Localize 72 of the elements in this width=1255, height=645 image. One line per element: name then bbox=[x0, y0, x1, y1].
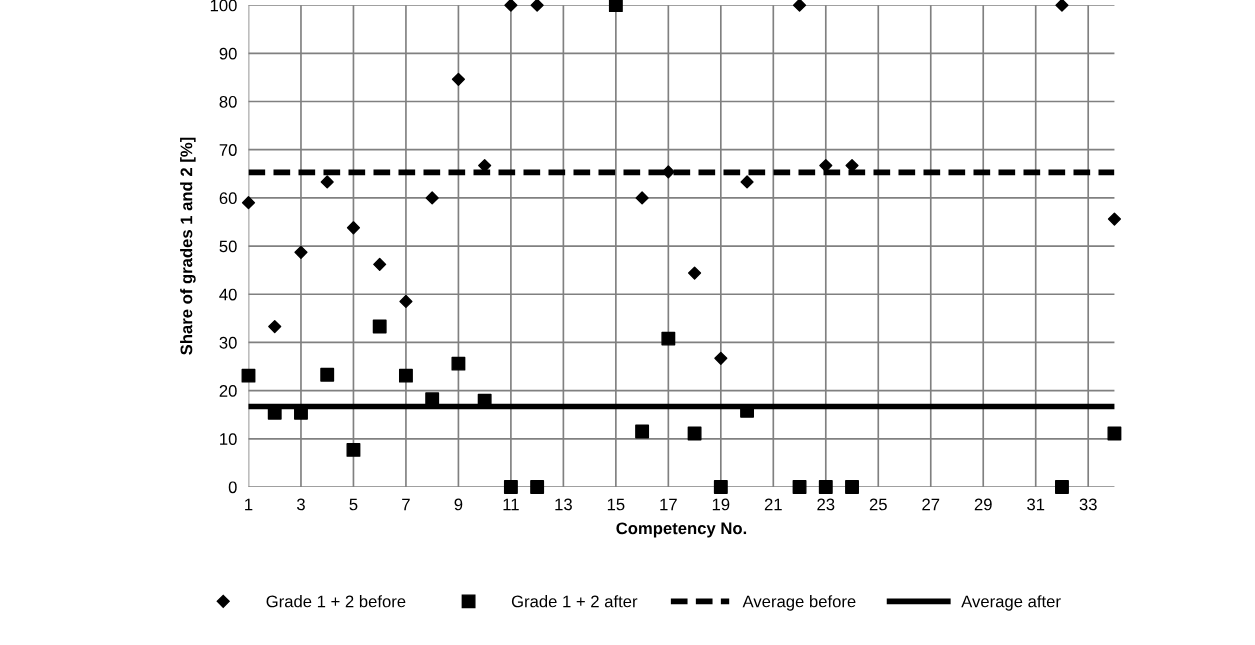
y-tick-label: 20 bbox=[219, 385, 237, 397]
point bbox=[241, 368, 256, 383]
point bbox=[451, 72, 466, 86]
point bbox=[635, 424, 650, 439]
y-tick-label: 10 bbox=[220, 433, 237, 445]
point bbox=[268, 319, 282, 334]
point bbox=[740, 175, 754, 189]
point bbox=[373, 257, 387, 271]
point bbox=[1107, 212, 1122, 226]
x-tick-label: 13 bbox=[555, 498, 572, 511]
y-tick-label: 30 bbox=[219, 336, 237, 349]
point bbox=[714, 351, 728, 365]
point bbox=[635, 191, 649, 205]
point bbox=[346, 221, 361, 235]
point bbox=[687, 426, 702, 441]
point bbox=[661, 165, 675, 179]
point bbox=[530, 480, 545, 494]
point bbox=[792, 0, 807, 12]
x-tick-label: 21 bbox=[764, 498, 782, 511]
x-tick-label: 1 bbox=[245, 498, 253, 511]
point bbox=[320, 367, 335, 382]
point bbox=[294, 245, 308, 259]
point bbox=[713, 480, 728, 494]
x-tick-label: 17 bbox=[660, 498, 677, 511]
y-tick-label: 50 bbox=[219, 240, 237, 253]
point bbox=[687, 266, 702, 280]
x-tick-label: 19 bbox=[712, 498, 730, 511]
point bbox=[792, 480, 807, 494]
x-tick-label: 3 bbox=[296, 498, 305, 511]
x-tick-label: 27 bbox=[922, 498, 940, 511]
x-tick-label: 9 bbox=[454, 498, 463, 511]
point bbox=[819, 159, 833, 173]
x-axis-title: Competency No. bbox=[616, 522, 747, 538]
y-tick-label: 0 bbox=[228, 481, 237, 494]
y-tick-label: 70 bbox=[219, 144, 237, 156]
legend-label: Grade 1 + 2 after bbox=[511, 595, 638, 608]
legend-label: Average after bbox=[961, 595, 1061, 611]
point bbox=[504, 0, 518, 12]
y-tick-label: 100 bbox=[210, 0, 237, 12]
point bbox=[346, 442, 361, 457]
x-tick-label: 7 bbox=[402, 498, 410, 511]
x-tick-label: 11 bbox=[503, 498, 519, 511]
x-tick-label: 25 bbox=[869, 498, 887, 511]
point bbox=[241, 196, 256, 210]
point bbox=[451, 356, 466, 371]
y-tick-label: 60 bbox=[219, 192, 237, 205]
point bbox=[608, 0, 623, 13]
x-tick-label: 15 bbox=[607, 498, 625, 511]
point bbox=[399, 294, 413, 309]
point bbox=[425, 191, 439, 205]
point bbox=[398, 368, 413, 383]
point bbox=[1055, 480, 1069, 494]
x-tick-label: 33 bbox=[1079, 498, 1097, 511]
point bbox=[661, 331, 676, 346]
point bbox=[503, 480, 518, 494]
point bbox=[320, 175, 334, 189]
y-tick-label: 90 bbox=[219, 47, 237, 60]
y-axis-title: Share of grades 1 and 2 [%] bbox=[180, 137, 196, 355]
x-tick-label: 29 bbox=[974, 498, 992, 511]
point bbox=[1107, 426, 1122, 441]
point bbox=[818, 480, 833, 494]
point bbox=[1055, 0, 1069, 12]
x-tick-label: 31 bbox=[1027, 498, 1045, 511]
legend-label: Grade 1 + 2 before bbox=[266, 595, 406, 608]
x-tick-label: 23 bbox=[817, 498, 835, 511]
y-tick-label: 40 bbox=[219, 288, 237, 301]
point bbox=[530, 0, 544, 12]
x-tick-label: 5 bbox=[349, 498, 358, 511]
point bbox=[372, 319, 387, 334]
point bbox=[845, 480, 859, 494]
y-tick-label: 80 bbox=[219, 95, 237, 108]
legend-label: Average before bbox=[742, 595, 856, 611]
